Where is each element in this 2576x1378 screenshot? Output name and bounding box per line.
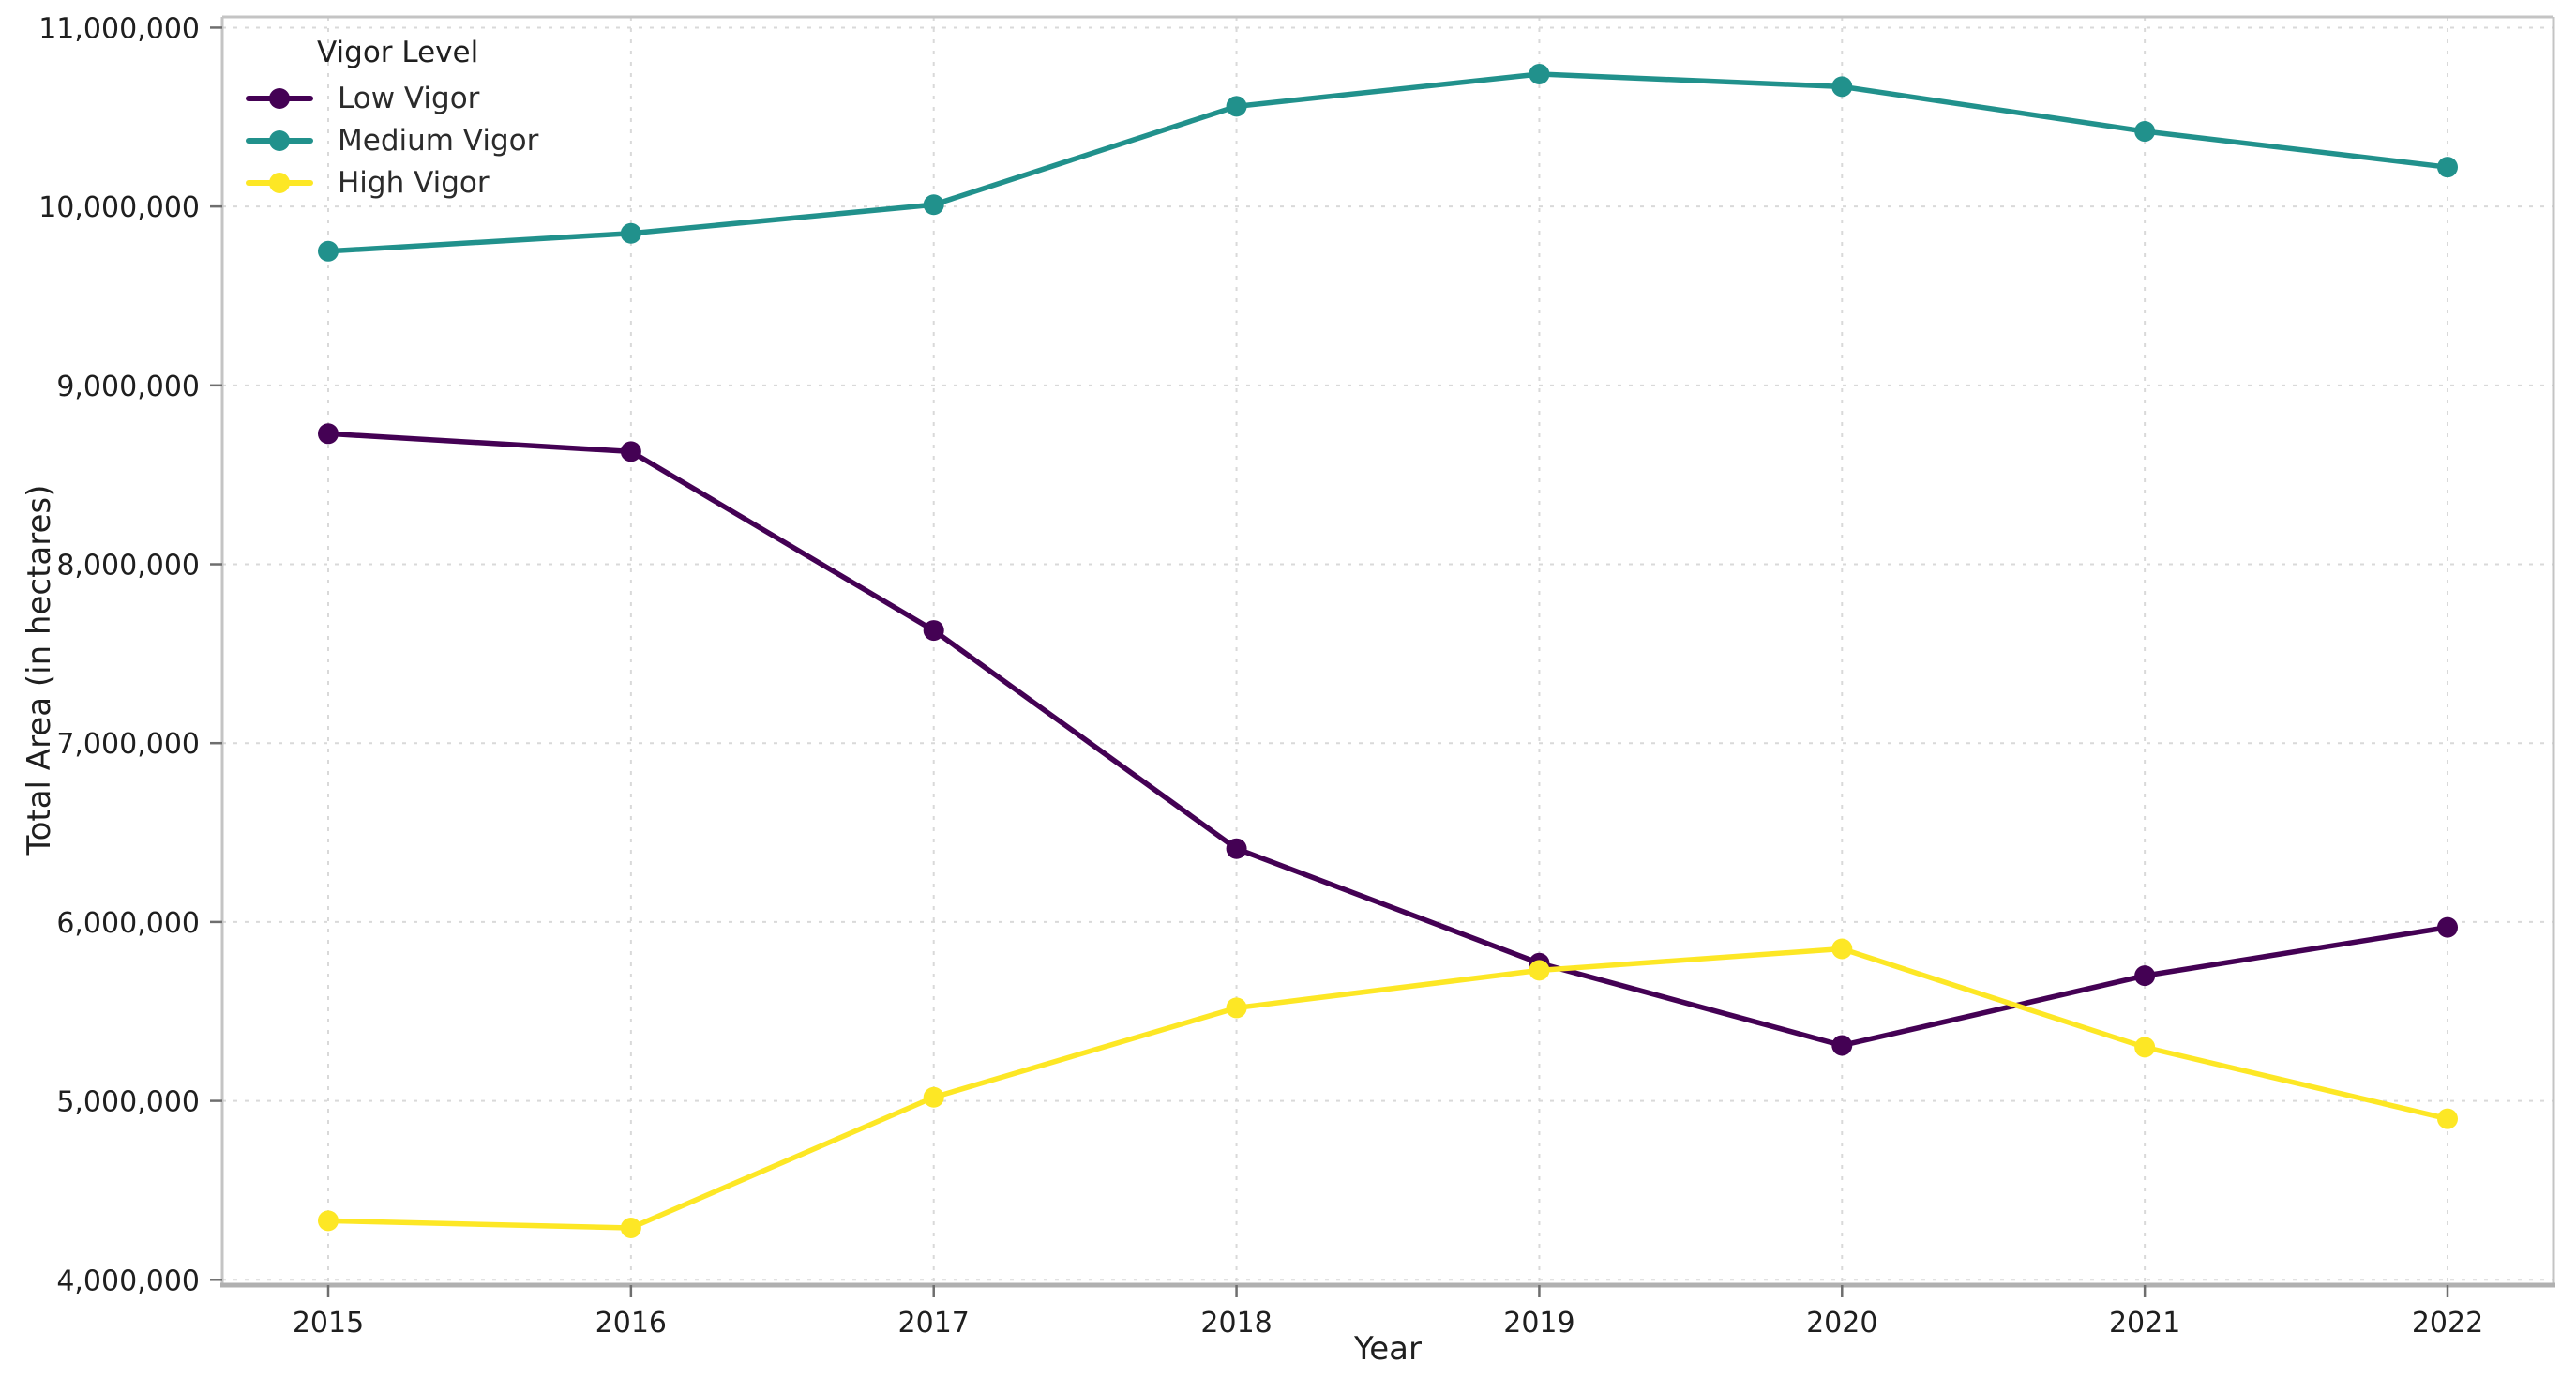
x-tick-label: 2015: [293, 1307, 364, 1340]
x-tick-label: 2016: [595, 1307, 667, 1340]
data-point-low-vigor: [620, 441, 641, 462]
x-tick-label: 2018: [1200, 1307, 1272, 1340]
data-point-high-vigor: [923, 1086, 944, 1108]
data-point-high-vigor: [620, 1217, 641, 1238]
y-tick-label: 9,000,000: [56, 371, 200, 403]
y-tick-label: 6,000,000: [56, 907, 200, 940]
data-point-high-vigor: [318, 1210, 339, 1232]
legend: Vigor Level Low Vigor Medium Vigor High …: [246, 36, 538, 204]
data-point-low-vigor: [1226, 838, 1247, 859]
data-point-medium-vigor: [620, 222, 641, 244]
x-tick-label: 2021: [2109, 1307, 2180, 1340]
legend-label-low-vigor: Low Vigor: [338, 81, 480, 115]
x-tick-label: 2017: [898, 1307, 970, 1340]
data-point-medium-vigor: [2437, 157, 2458, 178]
legend-marker-high-vigor: [246, 172, 313, 193]
data-point-medium-vigor: [318, 240, 339, 262]
data-point-medium-vigor: [1831, 76, 1853, 98]
legend-item-low-vigor: Low Vigor: [246, 77, 538, 119]
y-tick-label: 8,000,000: [56, 550, 200, 583]
data-point-low-vigor: [1831, 1035, 1853, 1056]
y-tick-label: 5,000,000: [56, 1086, 200, 1119]
y-axis-title: Total Area (in hectares): [21, 484, 58, 856]
legend-marker-medium-vigor: [246, 129, 313, 151]
data-point-high-vigor: [2134, 1037, 2156, 1058]
data-point-low-vigor: [2134, 965, 2156, 987]
legend-label-high-vigor: High Vigor: [338, 165, 490, 200]
legend-label-medium-vigor: Medium Vigor: [338, 123, 539, 158]
x-tick-label: 2019: [1503, 1307, 1574, 1340]
series-line-low-vigor: [325, 431, 2450, 1049]
legend-item-medium-vigor: Medium Vigor: [246, 119, 538, 161]
series-line-high-vigor: [325, 946, 2450, 1231]
x-axis-title: Year: [1354, 1330, 1422, 1368]
data-point-medium-vigor: [1226, 96, 1247, 117]
data-point-medium-vigor: [923, 194, 944, 216]
legend-marker-low-vigor: [246, 87, 313, 109]
data-point-high-vigor: [1529, 960, 1550, 981]
data-point-high-vigor: [1831, 938, 1853, 960]
series-line-medium-vigor: [325, 71, 2450, 254]
data-point-medium-vigor: [2134, 121, 2156, 143]
legend-title: Vigor Level: [317, 36, 479, 69]
data-point-medium-vigor: [1529, 64, 1550, 85]
data-point-high-vigor: [2437, 1108, 2458, 1129]
legend-item-high-vigor: High Vigor: [246, 161, 538, 204]
y-tick-label: 4,000,000: [56, 1264, 200, 1297]
data-point-high-vigor: [1226, 997, 1247, 1019]
data-point-low-vigor: [318, 423, 339, 445]
y-tick-label: 11,000,000: [38, 12, 200, 45]
data-point-low-vigor: [923, 620, 944, 642]
data-point-low-vigor: [2437, 916, 2458, 938]
y-tick-label: 10,000,000: [38, 191, 200, 224]
x-tick-label: 2020: [1806, 1307, 1877, 1340]
y-tick-label: 7,000,000: [56, 728, 200, 761]
x-tick-label: 2022: [2412, 1307, 2483, 1340]
